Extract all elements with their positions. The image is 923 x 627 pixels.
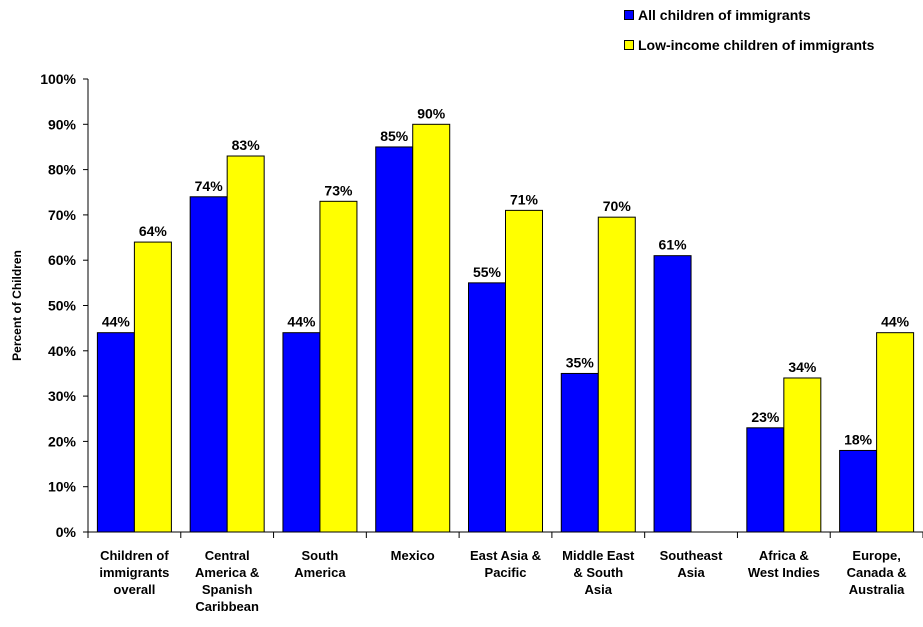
bar-value-label: 18% — [844, 431, 873, 447]
bar-value-label: 35% — [566, 354, 595, 370]
legend-item-all: All children of immigrants — [624, 6, 874, 23]
y-tick-label: 100% — [40, 71, 76, 87]
bar — [319, 200, 358, 533]
bar-value-label: 73% — [324, 182, 353, 198]
x-category-label: Mexico — [391, 548, 435, 563]
chart-legend: All children of immigrants Low-income ch… — [624, 6, 874, 66]
bar-value-label: 64% — [139, 223, 168, 239]
bar — [189, 196, 228, 533]
bar — [839, 449, 878, 533]
bar-value-label: 83% — [232, 137, 261, 153]
x-category-label: Europe, Canada & Australia — [847, 548, 907, 597]
bar — [746, 427, 785, 533]
bar — [505, 209, 543, 533]
bar — [783, 377, 822, 533]
bar-value-label: 34% — [788, 359, 817, 375]
x-category-label: East Asia & Pacific — [470, 548, 541, 580]
y-tick-label: 10% — [48, 479, 77, 495]
bar — [133, 241, 172, 533]
bar-value-label: 23% — [751, 409, 780, 425]
bar — [226, 155, 265, 533]
bar — [468, 282, 506, 533]
bar-value-label: 61% — [659, 237, 688, 253]
y-tick-label: 80% — [48, 162, 77, 178]
legend-swatch-all — [624, 9, 634, 20]
x-category-label: Middle East & South Asia — [562, 548, 635, 597]
y-tick-label: 40% — [48, 343, 77, 359]
legend-item-low-income: Low-income children of immigrants — [624, 36, 874, 53]
bar — [412, 123, 451, 533]
bar-value-label: 90% — [417, 105, 446, 121]
y-axis-title: Percent of Children — [10, 250, 24, 361]
bar — [876, 332, 915, 533]
legend-label-low-income: Low-income children of immigrants — [638, 36, 875, 53]
bar — [96, 332, 135, 533]
bar — [597, 216, 636, 533]
bar-value-label: 85% — [380, 128, 409, 144]
y-tick-label: 20% — [48, 433, 77, 449]
legend-swatch-low-income — [624, 39, 634, 50]
bar-value-label: 74% — [195, 178, 224, 194]
bar-value-label: 71% — [510, 191, 539, 207]
x-category-label: Africa & West Indies — [748, 548, 820, 580]
x-category-label: South America — [294, 548, 346, 580]
x-category-label: Southeast Asia — [660, 548, 724, 580]
y-tick-label: 50% — [48, 298, 77, 314]
y-tick-label: 70% — [48, 207, 77, 223]
bar — [560, 372, 599, 533]
y-tick-label: 90% — [48, 116, 77, 132]
bar-value-label: 44% — [102, 314, 131, 330]
bar-value-label: 44% — [287, 314, 316, 330]
bar — [653, 255, 692, 533]
legend-label-all: All children of immigrants — [638, 6, 811, 23]
y-tick-label: 30% — [48, 388, 77, 404]
bar-value-label: 44% — [881, 314, 910, 330]
y-tick-label: 60% — [48, 252, 77, 268]
bar-value-label: 55% — [473, 264, 502, 280]
bar — [375, 146, 414, 533]
bar — [282, 332, 321, 533]
y-tick-label: 0% — [56, 524, 77, 540]
x-category-label: Children of immigrants overall — [99, 548, 169, 597]
x-category-label: Central America & Spanish Caribbean — [195, 548, 259, 614]
bar-value-label: 70% — [603, 198, 632, 214]
